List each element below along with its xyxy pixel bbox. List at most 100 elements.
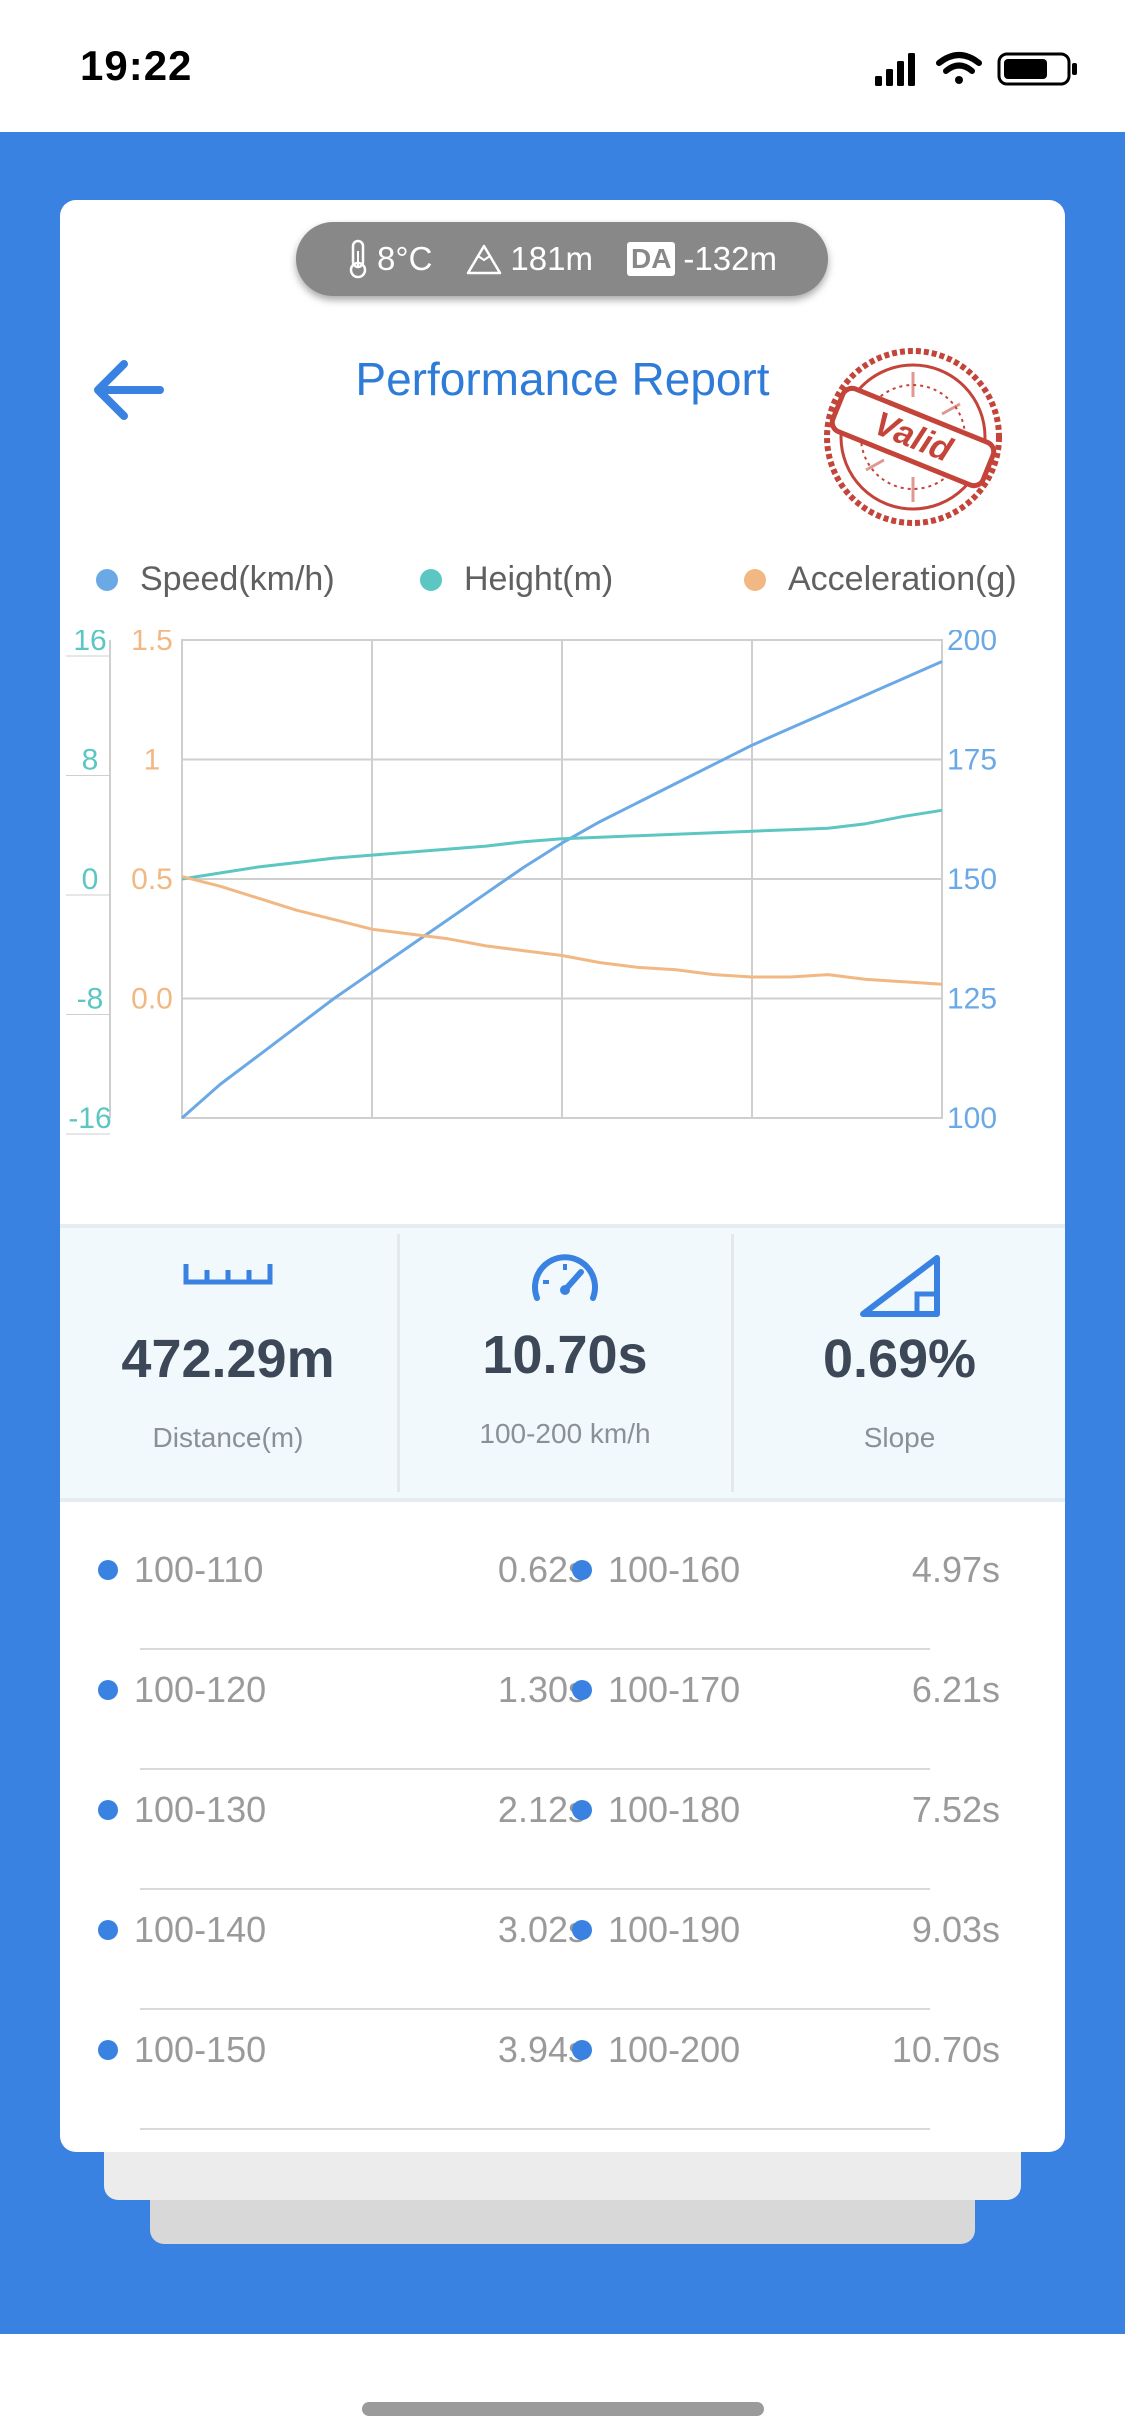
home-indicator[interactable]: [362, 2402, 764, 2416]
environment-pill: 8°C 181m DA -132m: [296, 222, 828, 296]
split-row: 100-120 1.30s 100-170 6.21s: [60, 1650, 1065, 1770]
split-row: 100-150 3.94s 100-200 10.70s: [60, 2010, 1065, 2130]
time-value: 10.70s: [482, 1325, 648, 1385]
page-title: Performance Report: [355, 353, 770, 405]
wifi-icon: [936, 52, 982, 84]
split-dot: [572, 2040, 592, 2060]
speed-axis-tick: 175: [947, 744, 997, 777]
split-range: 100-120: [134, 1669, 267, 1710]
distance-value: 472.29m: [121, 1329, 335, 1389]
status-bar: 19:22: [0, 0, 1125, 132]
split-range: 100-140: [134, 1909, 267, 1950]
series-line-acceleration: [181, 875, 943, 986]
split-time: 0.62s: [497, 1549, 586, 1590]
valid-stamp-icon: Valid: [824, 348, 1002, 526]
time-stat: 10.70s 100-200 km/h: [400, 1228, 730, 1498]
temperature-item: 8°C: [347, 239, 432, 279]
acceleration-axis-tick: 1: [144, 744, 161, 777]
thermometer-icon: [349, 239, 367, 279]
speed-axis-tick: 200: [947, 630, 997, 657]
speed-axis-tick: 100: [947, 1102, 997, 1135]
series-line-height: [181, 808, 943, 881]
split-range: 100-180: [608, 1789, 741, 1830]
split-item: 100-180: [572, 1770, 740, 1850]
split-time: 3.02s: [497, 1909, 586, 1950]
split-row: 100-140 3.02s 100-190 9.03s: [60, 1890, 1065, 2010]
split-time: 7.52s: [911, 1789, 1000, 1830]
legend-acceleration[interactable]: Acceleration(g): [744, 560, 1017, 599]
split-divider: [140, 1768, 930, 1770]
split-range: 100-110: [134, 1549, 264, 1590]
split-time: 3.94s: [497, 2029, 586, 2070]
time-range-label: 100-200 km/h: [479, 1418, 651, 1449]
legend-height-dot: [420, 568, 442, 591]
acceleration-axis-tick: 0.5: [131, 863, 173, 896]
slope-icon: [859, 1255, 940, 1317]
split-item: 100-120: [98, 1650, 266, 1730]
split-range: 100-200: [608, 2029, 741, 2070]
slope-label: Slope: [863, 1422, 936, 1453]
distance-label: Distance(m): [152, 1422, 304, 1453]
altitude-value: 181m: [510, 240, 593, 277]
speed-axis-tick: 150: [947, 863, 997, 896]
da-badge: DA: [626, 242, 676, 276]
chart-legend: Speed(km/h) Height(m) Acceleration(g): [60, 560, 1065, 610]
split-dot: [98, 1920, 118, 1940]
stat-divider: [397, 1234, 400, 1492]
legend-height[interactable]: Height(m): [420, 560, 613, 599]
acceleration-axis-tick: 0.0: [131, 983, 173, 1016]
split-range: 100-170: [608, 1669, 741, 1710]
legend-speed-label: Speed(km/h): [140, 560, 335, 598]
status-icons: [875, 52, 1077, 86]
slope-value: 0.69%: [822, 1329, 977, 1389]
split-item: 100-170: [572, 1650, 740, 1730]
legend-speed[interactable]: Speed(km/h): [96, 560, 335, 599]
split-item: 100-190: [572, 1890, 740, 1970]
slope-stat: 0.69% Slope: [734, 1228, 1065, 1498]
back-arrow-icon[interactable]: [88, 350, 168, 430]
speedometer-icon: [532, 1254, 598, 1301]
height-axis-tick: -8: [77, 983, 104, 1016]
split-dot: [98, 1560, 118, 1580]
split-dot: [98, 1800, 118, 1820]
split-divider: [140, 2008, 930, 2010]
stat-divider: [731, 1234, 734, 1492]
altitude-item: 181m: [466, 240, 593, 278]
speed-axis-tick: 125: [947, 983, 997, 1016]
split-divider: [140, 1648, 930, 1650]
legend-acceleration-label: Acceleration(g): [788, 560, 1017, 598]
legend-height-label: Height(m): [464, 560, 614, 598]
temperature-value: 8°C: [377, 240, 433, 277]
split-item: 100-200: [572, 2010, 740, 2090]
split-range: 100-160: [608, 1549, 741, 1590]
height-axis-tick: -16: [68, 1102, 111, 1135]
split-item: 100-130: [98, 1770, 266, 1850]
distance-stat: 472.29m Distance(m): [60, 1228, 396, 1498]
status-time: 19:22: [80, 42, 193, 89]
split-time: 2.12s: [497, 1789, 586, 1830]
cellular-signal-icon: [875, 53, 915, 86]
split-item: 100-160: [572, 1530, 740, 1610]
ruler-icon: [183, 1264, 273, 1285]
legend-speed-dot: [96, 568, 118, 591]
split-divider: [140, 1888, 930, 1890]
split-range: 100-150: [134, 2029, 267, 2070]
split-item: 100-150: [98, 2010, 266, 2090]
split-range: 100-190: [608, 1909, 741, 1950]
split-divider: [140, 2128, 930, 2130]
split-item: 100-140: [98, 1890, 266, 1970]
battery-icon: [997, 52, 1077, 86]
split-item: 100-110: [98, 1530, 263, 1610]
series-line-speed: [181, 660, 943, 1120]
split-dot: [572, 1920, 592, 1940]
acceleration-axis-tick: 1.5: [131, 630, 173, 657]
split-dot: [572, 1560, 592, 1580]
split-time: 10.70s: [891, 2029, 1000, 2070]
density-altitude-value: -132m: [683, 240, 777, 277]
split-dot: [98, 1680, 118, 1700]
split-dot: [572, 1800, 592, 1820]
stats-panel: 472.29m Distance(m) 10.70s 100-200 km/h …: [60, 1224, 1065, 1502]
performance-chart: 16 8 0 -8 -16 1.5 1 0.5 0.0 200 175 150 125 100: [66, 630, 997, 1135]
split-time: 4.97s: [911, 1549, 1000, 1590]
density-altitude-item: DA -132m: [626, 240, 777, 278]
